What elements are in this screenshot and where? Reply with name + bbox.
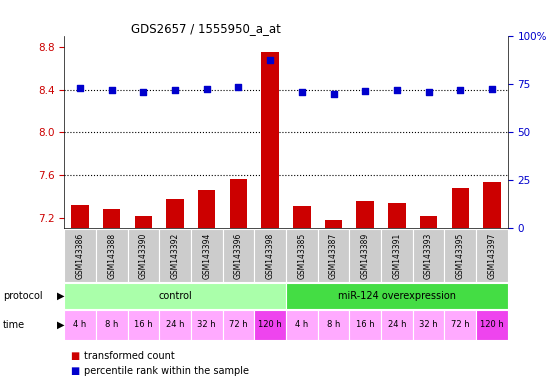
Bar (325, 220, 342, 228)
Text: 120 h: 120 h (258, 320, 282, 329)
Bar (357, 201, 374, 228)
Text: 120 h: 120 h (480, 320, 504, 329)
Bar (476, 229, 508, 282)
Point (171, 87, 180, 93)
Bar (64, 283, 286, 309)
Bar (128, 229, 159, 282)
Bar (71, 205, 89, 228)
Bar (223, 310, 254, 340)
Point (488, 86, 497, 92)
Bar (286, 229, 318, 282)
Bar (451, 188, 469, 228)
Bar (349, 310, 381, 340)
Text: GSM143394: GSM143394 (202, 233, 211, 279)
Bar (198, 190, 215, 228)
Bar (476, 310, 508, 340)
Bar (64, 229, 96, 282)
Bar (254, 310, 286, 340)
Text: 4 h: 4 h (74, 320, 86, 329)
Point (456, 87, 465, 93)
Bar (261, 53, 279, 228)
Point (266, 56, 275, 63)
Point (139, 89, 148, 95)
Text: time: time (3, 320, 25, 330)
Text: GSM143386: GSM143386 (75, 233, 84, 279)
Bar (381, 229, 413, 282)
Bar (381, 310, 413, 340)
Text: GSM143387: GSM143387 (329, 233, 338, 279)
Bar (413, 229, 444, 282)
Text: 8 h: 8 h (105, 320, 118, 329)
Text: 72 h: 72 h (451, 320, 470, 329)
Text: 16 h: 16 h (134, 320, 153, 329)
Text: ▶: ▶ (56, 320, 64, 330)
Bar (444, 229, 476, 282)
Bar (223, 229, 254, 282)
Bar (254, 229, 286, 282)
Text: GSM143388: GSM143388 (107, 233, 116, 279)
Text: GSM143391: GSM143391 (392, 233, 401, 279)
Point (107, 87, 116, 93)
Bar (413, 310, 444, 340)
Point (75, 85, 84, 91)
Text: protocol: protocol (3, 291, 42, 301)
Bar (159, 229, 191, 282)
Bar (444, 310, 476, 340)
Text: percentile rank within the sample: percentile rank within the sample (84, 366, 249, 376)
Point (392, 87, 401, 93)
Text: 8 h: 8 h (327, 320, 340, 329)
Text: GSM143385: GSM143385 (297, 233, 306, 279)
Bar (318, 310, 349, 340)
Text: 24 h: 24 h (166, 320, 184, 329)
Text: GSM143397: GSM143397 (488, 233, 497, 279)
Text: 72 h: 72 h (229, 320, 248, 329)
Bar (128, 310, 159, 340)
Bar (230, 179, 247, 228)
Bar (64, 310, 96, 340)
Point (329, 91, 338, 97)
Text: GSM143395: GSM143395 (456, 233, 465, 279)
Bar (420, 216, 437, 228)
Point (234, 84, 243, 91)
Bar (103, 209, 121, 228)
Point (297, 89, 306, 95)
Text: GSM143393: GSM143393 (424, 233, 433, 279)
Text: ▶: ▶ (56, 291, 64, 301)
Text: 32 h: 32 h (419, 320, 438, 329)
Bar (159, 310, 191, 340)
Bar (388, 203, 406, 228)
Text: GSM143392: GSM143392 (171, 233, 180, 279)
Text: control: control (158, 291, 192, 301)
Text: transformed count: transformed count (84, 351, 175, 361)
Point (424, 89, 433, 95)
Bar (349, 229, 381, 282)
Text: 24 h: 24 h (388, 320, 406, 329)
Bar (96, 229, 128, 282)
Point (203, 86, 211, 92)
Bar (96, 310, 128, 340)
Bar (293, 206, 311, 228)
Text: 4 h: 4 h (295, 320, 309, 329)
Text: ■: ■ (70, 351, 79, 361)
Text: 32 h: 32 h (198, 320, 216, 329)
Text: 16 h: 16 h (356, 320, 374, 329)
Bar (286, 310, 318, 340)
Bar (191, 229, 223, 282)
Text: GSM143390: GSM143390 (139, 233, 148, 279)
Text: GDS2657 / 1555950_a_at: GDS2657 / 1555950_a_at (131, 22, 281, 35)
Bar (166, 199, 184, 228)
Text: GSM143396: GSM143396 (234, 233, 243, 279)
Bar (286, 283, 508, 309)
Text: GSM143398: GSM143398 (266, 233, 275, 279)
Bar (483, 182, 501, 228)
Bar (191, 310, 223, 340)
Bar (318, 229, 349, 282)
Text: GSM143389: GSM143389 (360, 233, 370, 279)
Point (360, 88, 369, 94)
Text: ■: ■ (70, 366, 79, 376)
Bar (134, 216, 152, 228)
Text: miR-124 overexpression: miR-124 overexpression (338, 291, 456, 301)
